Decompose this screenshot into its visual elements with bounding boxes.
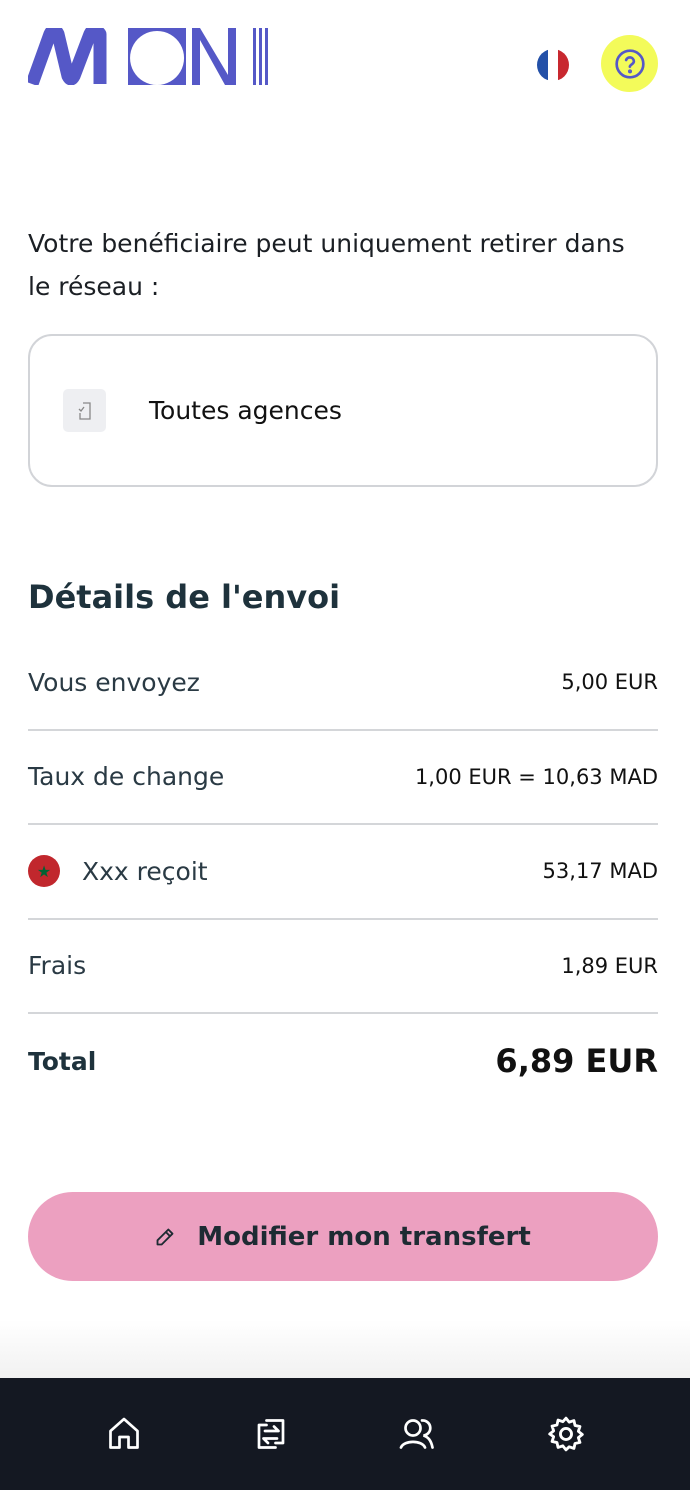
- help-circle-icon: [614, 48, 645, 79]
- morocco-flag-icon: ★: [28, 855, 60, 888]
- nav-beneficiaries[interactable]: [389, 1404, 449, 1464]
- language-flag-fr[interactable]: [537, 49, 569, 81]
- detail-row: Taux de change 1,00 EUR = 10,63 MAD: [28, 731, 658, 825]
- network-option[interactable]: Toutes agences: [28, 334, 658, 487]
- edit-transfer-button[interactable]: Modifier mon transfert: [28, 1192, 658, 1281]
- nav-settings[interactable]: [536, 1404, 596, 1464]
- network-option-label: Toutes agences: [149, 396, 342, 425]
- details-list: Vous envoyez 5,00 EUR Taux de change 1,00 …: [28, 636, 658, 1109]
- users-icon: [399, 1419, 434, 1449]
- details-title: Détails de l'envoi: [28, 578, 341, 616]
- nav-transfer[interactable]: [241, 1404, 301, 1464]
- settings-icon: [548, 1416, 584, 1452]
- detail-row: ★ Xxx reçoit 53,17 MAD: [28, 825, 658, 920]
- moni-logo[interactable]: [28, 28, 268, 85]
- detail-row: Vous envoyez 5,00 EUR: [28, 636, 658, 731]
- tablet-check-icon: [78, 401, 91, 420]
- transfer-icon: [257, 1419, 285, 1449]
- total-row: Total 6,89 EUR: [28, 1042, 658, 1081]
- network-intro: Votre benéficiaire peut uniquement retir…: [28, 229, 625, 301]
- home-icon: [108, 1417, 139, 1449]
- help-button[interactable]: [601, 35, 658, 92]
- bottom-nav: [0, 1378, 690, 1490]
- detail-row: Frais 1,89 EUR: [28, 920, 658, 1014]
- header: [0, 0, 690, 110]
- nav-home[interactable]: [94, 1404, 154, 1464]
- pencil-icon: [156, 1228, 174, 1245]
